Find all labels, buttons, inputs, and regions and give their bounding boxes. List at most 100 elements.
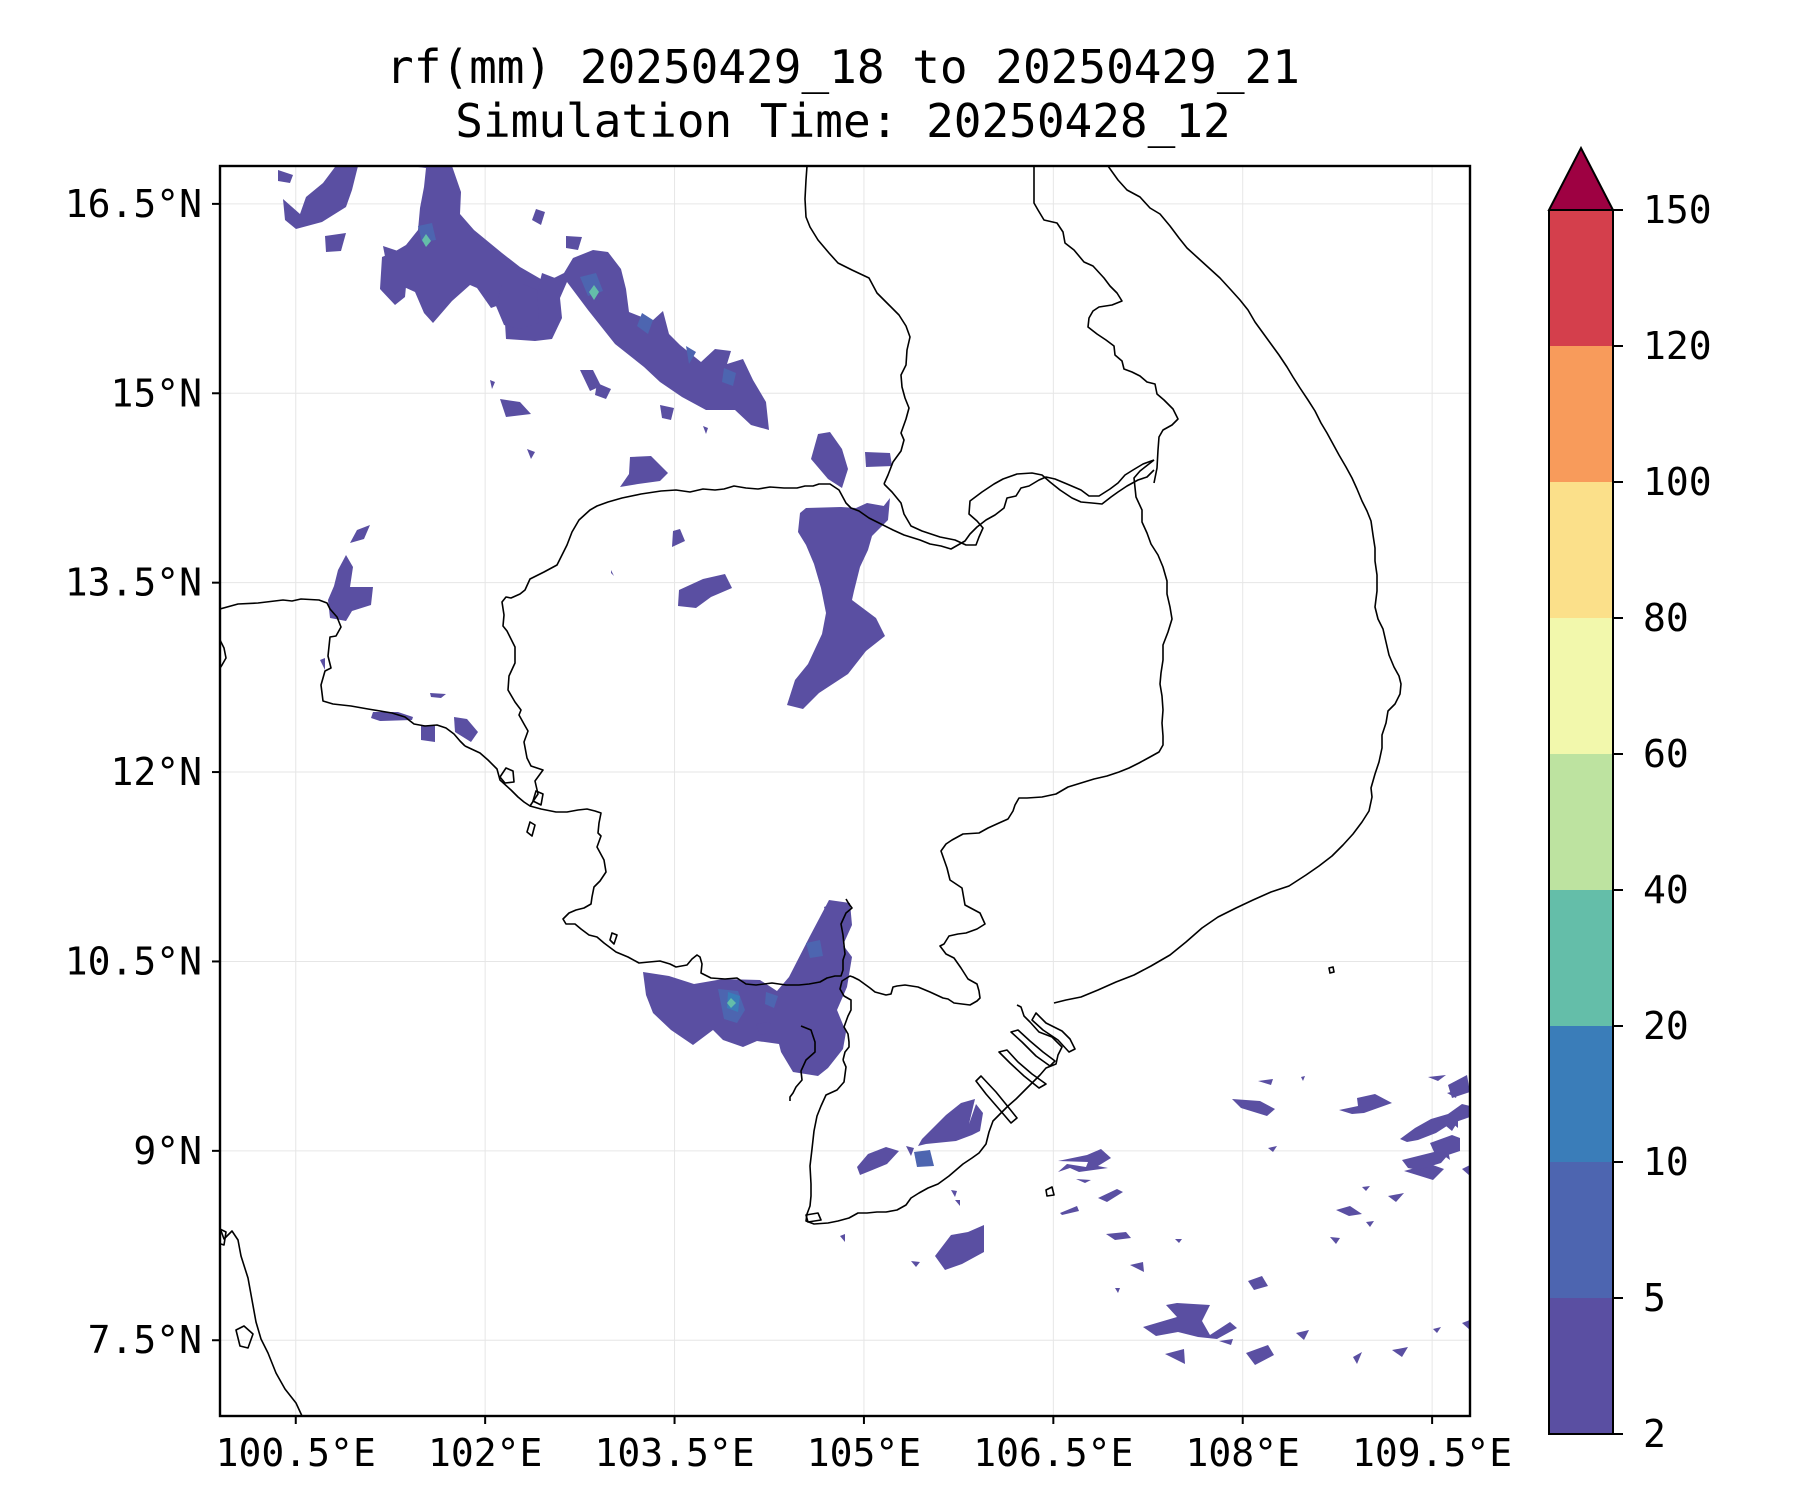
rain-contour	[672, 529, 685, 547]
colorbar-tick-label: 5	[1643, 1276, 1666, 1320]
lon-tick-label: 109.5°E	[1352, 1431, 1512, 1475]
rain-contour	[278, 170, 293, 183]
rain-contour	[350, 525, 370, 543]
rain-contour	[532, 209, 545, 225]
rain-contour	[421, 725, 435, 742]
rain-contour	[1175, 1239, 1182, 1243]
lon-tick-label: 100.5°E	[216, 1431, 376, 1475]
rain-contour	[283, 166, 358, 229]
rain-contour	[756, 1022, 775, 1035]
rain-contour	[422, 234, 431, 247]
colorbar-bin	[1549, 346, 1613, 482]
lon-tick-label: 103.5°E	[594, 1431, 754, 1475]
rain-contour	[1060, 1206, 1079, 1215]
laos-thailand-mekong-border	[804, 166, 911, 485]
rain-contour	[500, 399, 531, 417]
rain-contour	[1106, 1232, 1131, 1240]
rain-contour	[371, 712, 413, 721]
rain-contour	[1402, 1135, 1460, 1170]
gridlines	[220, 166, 1470, 1416]
rain-contour	[320, 658, 325, 670]
rain-contour	[1098, 1189, 1123, 1202]
cambodia-coast	[529, 805, 853, 986]
colorbar-bin	[1549, 618, 1613, 754]
rain-contour	[1058, 1149, 1111, 1172]
lat-tick-label: 10.5°N	[65, 939, 202, 983]
rain-contour	[765, 992, 778, 1008]
rain-contour	[595, 383, 611, 399]
thailand-cambodia-border	[464, 459, 1155, 807]
rain-contour	[686, 346, 696, 364]
rain-contour	[660, 405, 674, 420]
rain-contour	[418, 223, 436, 242]
colorbar-bin	[1549, 754, 1613, 890]
rain-contour	[1447, 1090, 1458, 1098]
rain-contour	[1246, 1345, 1274, 1365]
rain-contour	[951, 1190, 957, 1197]
map-title: rf(mm) 20250429_18 to 20250429_21	[386, 40, 1300, 94]
rain-contour	[620, 456, 668, 487]
rain-contour	[566, 236, 582, 250]
lat-tick-label: 16.5°N	[65, 182, 202, 226]
rain-contour	[857, 1147, 899, 1175]
rain-contour	[1353, 1352, 1362, 1364]
rain-contour	[1404, 1164, 1444, 1180]
rain-contour	[1296, 1330, 1309, 1340]
rain-contour	[806, 940, 823, 958]
rain-contour	[1258, 1079, 1273, 1085]
colorbar-tick-label: 20	[1643, 1004, 1689, 1048]
mekong-branches	[975, 1012, 1076, 1124]
rain-contour	[1301, 1076, 1305, 1081]
lat-tick-label: 15°N	[110, 371, 202, 415]
lon-tick-label: 105°E	[807, 1431, 921, 1475]
rain-contour	[490, 380, 495, 389]
rain-contour	[787, 498, 890, 709]
rain-contour	[1462, 1320, 1470, 1330]
colorbar-extend-arrow	[1547, 145, 1615, 211]
islands	[220, 767, 1335, 1349]
rainfall-layer	[278, 166, 1470, 1365]
thailand-myanmar-border	[220, 598, 466, 747]
rain-contour	[430, 693, 446, 698]
lat-tick-label: 9°N	[133, 1129, 202, 1173]
rain-contour	[1076, 1179, 1091, 1183]
colorbar-bin	[1549, 1298, 1613, 1434]
rain-contour	[1268, 1146, 1277, 1152]
vietnam-delta-coast	[805, 1004, 1063, 1225]
colorbar: 2 5 10 20 40 60 80 100 120 150	[1547, 145, 1712, 1456]
lat-tick-label: 12°N	[110, 750, 202, 794]
rain-contour	[1433, 1327, 1441, 1333]
colorbar-bin	[1549, 890, 1613, 1026]
colorbar-tick-label: 10	[1643, 1140, 1689, 1184]
latitude-axis: 16.5°N 15°N 13.5°N 12°N 10.5°N 9°N 7.5°N	[65, 182, 220, 1362]
colorbar-bin	[1549, 482, 1613, 618]
myanmar-coast	[220, 639, 227, 669]
rain-contour	[589, 285, 599, 300]
rain-contour	[325, 233, 346, 252]
lat-tick-label: 7.5°N	[88, 1318, 202, 1362]
rain-contour	[496, 284, 539, 329]
rain-contour	[1143, 1303, 1237, 1339]
laos-vietnam-border	[1033, 166, 1179, 484]
rain-contour	[1330, 1237, 1340, 1244]
vietnam-east-coast	[1053, 166, 1402, 1004]
rain-contour	[840, 1234, 845, 1242]
colorbar-tick-label: 100	[1643, 460, 1712, 504]
rain-contour	[906, 1146, 914, 1156]
map-frame	[218, 164, 1472, 1418]
rain-contour	[1219, 1339, 1233, 1345]
colorbar-tick-label: 60	[1643, 732, 1689, 776]
rain-contour	[727, 998, 736, 1008]
lat-tick-label: 13.5°N	[65, 561, 202, 605]
rain-contour	[1462, 1165, 1470, 1176]
rain-contour	[611, 570, 614, 576]
colorbar-bin	[1549, 1026, 1613, 1162]
rain-contour	[1392, 1347, 1408, 1357]
colorbar-tick-label: 120	[1643, 324, 1712, 368]
coastlines-and-borders	[220, 166, 1402, 1416]
rain-contour	[380, 166, 769, 430]
rain-contour	[1388, 1193, 1404, 1202]
rain-contour	[1165, 1349, 1185, 1364]
